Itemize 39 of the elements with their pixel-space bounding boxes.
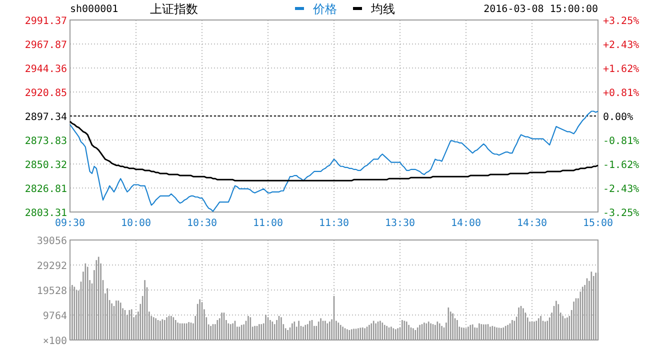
x-tick-label: 15:00 xyxy=(582,218,614,229)
y-tick-label: 2897.34 xyxy=(24,112,67,123)
y2-tick-label: +3.25% xyxy=(603,16,640,27)
y-axis-title: ×100 xyxy=(42,336,67,347)
y-tick-label: 2826.81 xyxy=(24,184,67,196)
text: 2016-03-08 15:00:00 xyxy=(484,4,598,15)
x-tick-label: 09:30 xyxy=(54,218,86,229)
y-tick-label: 2873.83 xyxy=(24,136,67,148)
chart-subtitle: sh000001 xyxy=(70,4,118,15)
x-tick-label: 11:00 xyxy=(252,218,284,229)
y-tick-label: 2803.31 xyxy=(24,208,67,219)
chart-title: 上证指数 xyxy=(150,2,198,16)
y-tick-label: 2920.85 xyxy=(24,88,67,99)
y-tick-label: 9764 xyxy=(42,311,67,322)
y2-tick-label: +2.43% xyxy=(603,40,640,52)
y2-tick-label: +1.62% xyxy=(603,64,640,76)
line-series xyxy=(69,120,599,182)
y-tick-label: 2967.87 xyxy=(24,40,67,51)
y2-tick-label: -3.25% xyxy=(603,208,640,219)
legend-label: 价格 xyxy=(312,2,337,16)
y-tick-label: 2944.36 xyxy=(24,64,67,75)
x-tick-label: 11:30 xyxy=(318,218,350,229)
y2-tick-label: -0.81% xyxy=(603,136,640,147)
y2-tick-label: 0.00% xyxy=(603,112,634,123)
y-tick-label: 2991.37 xyxy=(24,16,67,27)
y2-tick-label: -2.43% xyxy=(603,184,640,195)
legend-label: 均线 xyxy=(370,2,395,16)
y2-tick-label: +0.81% xyxy=(603,88,640,100)
y2-tick-label: -1.62% xyxy=(603,160,640,171)
y-tick-label: 2850.32 xyxy=(24,160,67,172)
y-tick-label: 19528 xyxy=(36,286,67,297)
x-tick-label: 10:30 xyxy=(186,218,218,229)
x-tick-label: 10:00 xyxy=(120,218,152,229)
x-tick-label: 13:30 xyxy=(384,218,416,229)
line-series xyxy=(69,110,599,212)
y-tick-label: 29292 xyxy=(36,261,67,272)
x-tick-label: 14:30 xyxy=(516,218,548,229)
x-tick-label: 14:00 xyxy=(450,218,482,229)
y-tick-label: 39056 xyxy=(36,236,67,247)
